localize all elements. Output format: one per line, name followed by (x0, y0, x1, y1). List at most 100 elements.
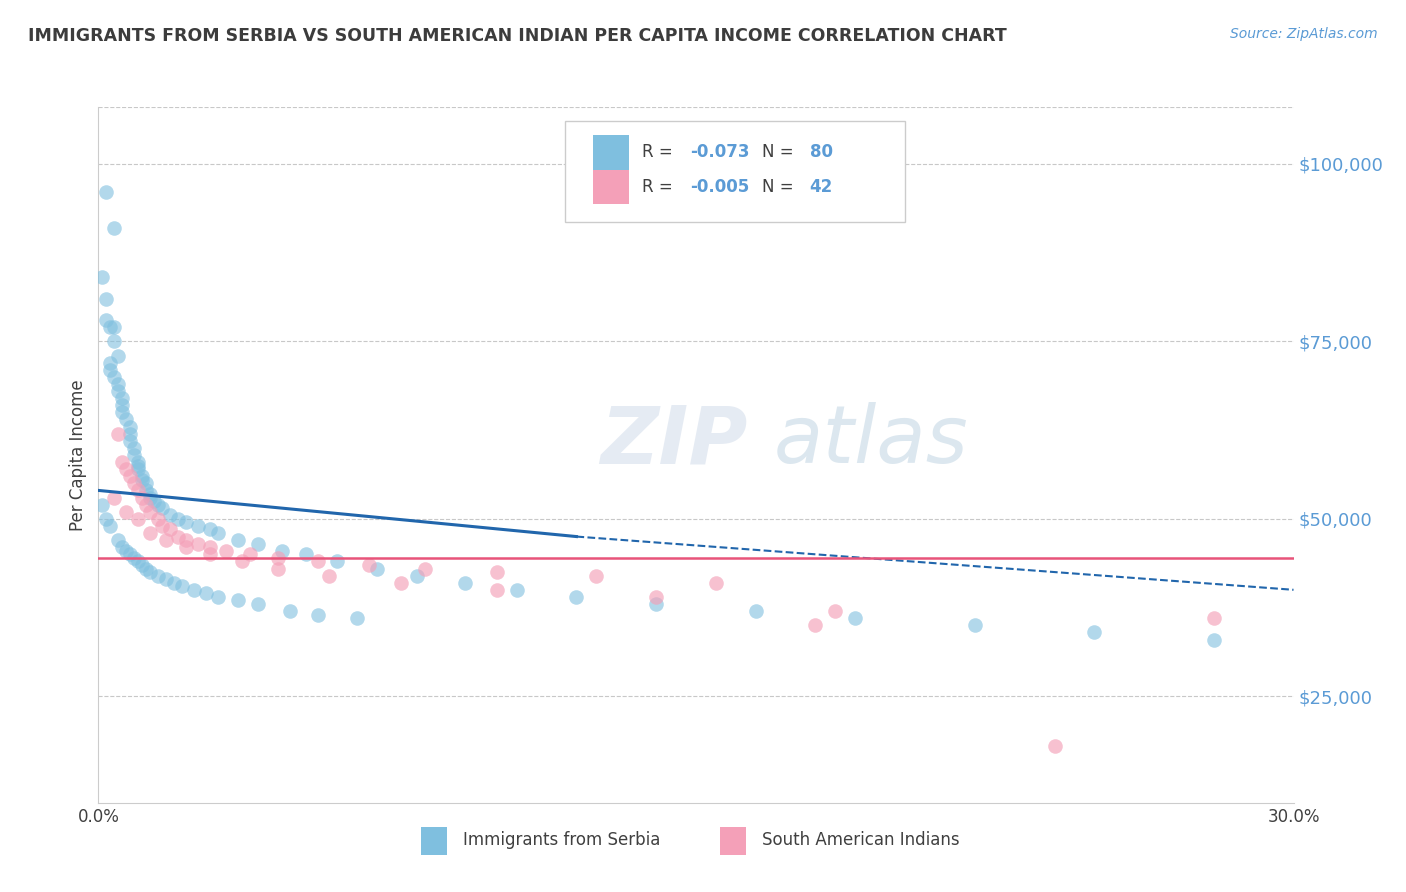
Point (148, 512, 170, 526)
Point (207, 590, 229, 604)
Point (131, 491, 153, 505)
Point (103, 334, 125, 349)
Point (167, 530, 190, 544)
Point (485, 565, 508, 579)
Text: 42: 42 (810, 178, 832, 196)
Point (704, 575, 727, 590)
Point (565, 590, 588, 604)
Point (844, 611, 866, 625)
Point (454, 575, 477, 590)
Point (226, 533, 249, 548)
Point (174, 533, 197, 548)
Point (267, 550, 290, 565)
Y-axis label: Per Capita Income: Per Capita Income (69, 379, 87, 531)
Text: N =: N = (762, 144, 799, 161)
Point (318, 568, 340, 582)
Point (1202, 632, 1225, 647)
Text: atlas: atlas (773, 402, 969, 480)
Point (111, 405, 134, 419)
Point (120, 547, 142, 561)
Point (127, 458, 149, 473)
Point (307, 554, 329, 568)
Text: -0.073: -0.073 (690, 144, 749, 161)
Point (103, 369, 125, 384)
Point (115, 412, 138, 426)
Point (143, 494, 166, 508)
Point (98, 362, 122, 376)
Point (96, 292, 118, 306)
Point (270, 543, 292, 558)
Point (804, 618, 827, 632)
Text: R =: R = (643, 144, 678, 161)
Point (139, 491, 162, 505)
Point (1202, 611, 1225, 625)
Point (103, 491, 125, 505)
Point (115, 543, 138, 558)
FancyBboxPatch shape (565, 121, 905, 222)
Point (96, 512, 118, 526)
Point (359, 558, 381, 572)
Text: -0.005: -0.005 (690, 178, 749, 196)
Point (172, 579, 194, 593)
Text: ZIP: ZIP (600, 402, 748, 480)
Point (1043, 739, 1066, 753)
Bar (422, 827, 447, 855)
Point (231, 554, 253, 568)
Point (167, 512, 190, 526)
Point (103, 220, 125, 235)
Point (127, 462, 149, 476)
Text: Immigrants from Serbia: Immigrants from Serbia (463, 831, 661, 849)
Point (215, 543, 238, 558)
Point (366, 561, 388, 575)
Point (585, 568, 607, 582)
Point (103, 320, 125, 334)
Point (139, 505, 162, 519)
Point (91, 498, 114, 512)
Point (120, 419, 142, 434)
Point (131, 558, 153, 572)
Point (194, 586, 218, 600)
Point (139, 487, 162, 501)
Point (155, 572, 177, 586)
Point (198, 523, 221, 537)
Point (127, 455, 149, 469)
Point (413, 561, 436, 575)
Point (745, 604, 768, 618)
Point (124, 476, 146, 491)
Point (127, 554, 149, 568)
Point (111, 455, 134, 469)
Point (115, 462, 138, 476)
Point (96, 186, 118, 200)
Point (91, 270, 114, 285)
Point (207, 526, 229, 541)
Point (107, 376, 129, 391)
Text: IMMIGRANTS FROM SERBIA VS SOUTH AMERICAN INDIAN PER CAPITA INCOME CORRELATION CH: IMMIGRANTS FROM SERBIA VS SOUTH AMERICAN… (28, 27, 1007, 45)
Point (389, 575, 412, 590)
Point (246, 536, 269, 550)
Point (198, 547, 221, 561)
Point (174, 516, 197, 530)
Text: 80: 80 (810, 144, 832, 161)
Point (307, 607, 329, 622)
Point (183, 582, 205, 597)
Text: R =: R = (643, 178, 678, 196)
Point (98, 356, 122, 370)
Point (135, 483, 157, 498)
Point (139, 565, 162, 579)
Point (163, 575, 186, 590)
Point (246, 597, 269, 611)
Point (645, 597, 668, 611)
Point (159, 523, 181, 537)
Point (107, 384, 129, 398)
Point (226, 593, 249, 607)
Point (131, 473, 153, 487)
Point (406, 568, 429, 582)
Point (96, 313, 118, 327)
Point (150, 501, 173, 516)
Text: N =: N = (762, 178, 799, 196)
Point (131, 469, 153, 483)
Point (278, 604, 301, 618)
Point (326, 554, 349, 568)
Bar (720, 827, 747, 855)
Point (107, 533, 129, 548)
